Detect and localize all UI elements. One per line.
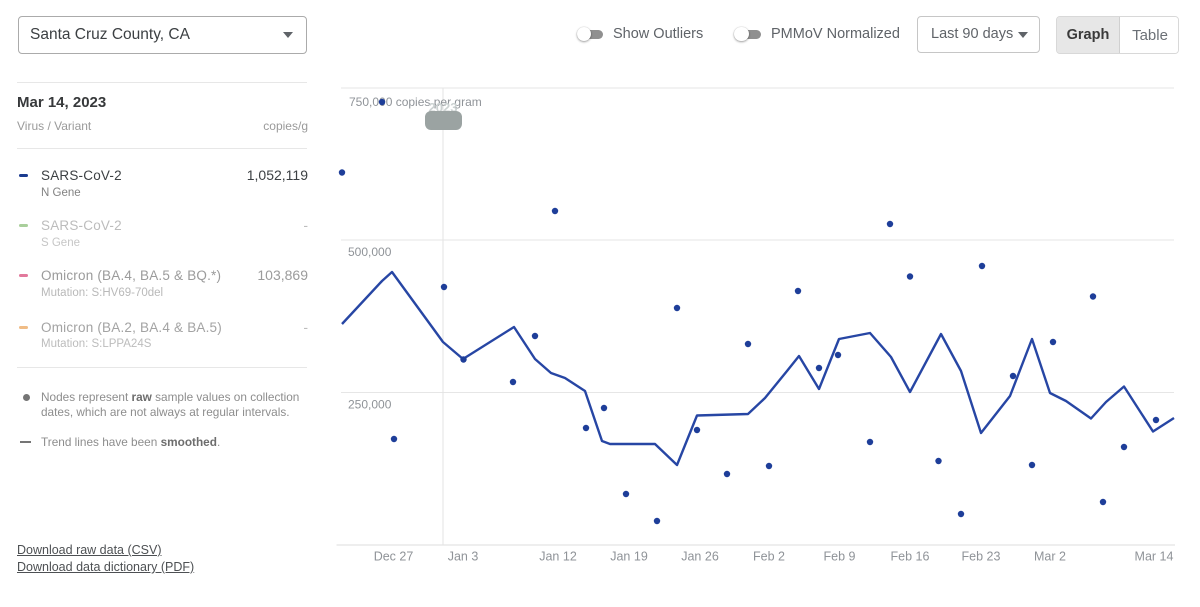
svg-text:750,000 copies per gram: 750,000 copies per gram [349,95,482,109]
svg-text:250,000: 250,000 [348,398,392,412]
svg-text:Jan 3: Jan 3 [448,550,479,564]
svg-text:500,000: 500,000 [348,245,392,259]
svg-text:Dec 27: Dec 27 [374,550,414,564]
svg-text:Feb 9: Feb 9 [824,550,856,564]
svg-text:Jan 19: Jan 19 [610,550,648,564]
svg-text:Mar 2: Mar 2 [1034,550,1066,564]
svg-text:Mar 14: Mar 14 [1135,550,1174,564]
svg-text:Feb 23: Feb 23 [962,550,1001,564]
svg-text:Feb 2: Feb 2 [753,550,785,564]
svg-text:Jan 26: Jan 26 [681,550,719,564]
svg-text:Jan 12: Jan 12 [539,550,577,564]
svg-text:Feb 16: Feb 16 [891,550,930,564]
